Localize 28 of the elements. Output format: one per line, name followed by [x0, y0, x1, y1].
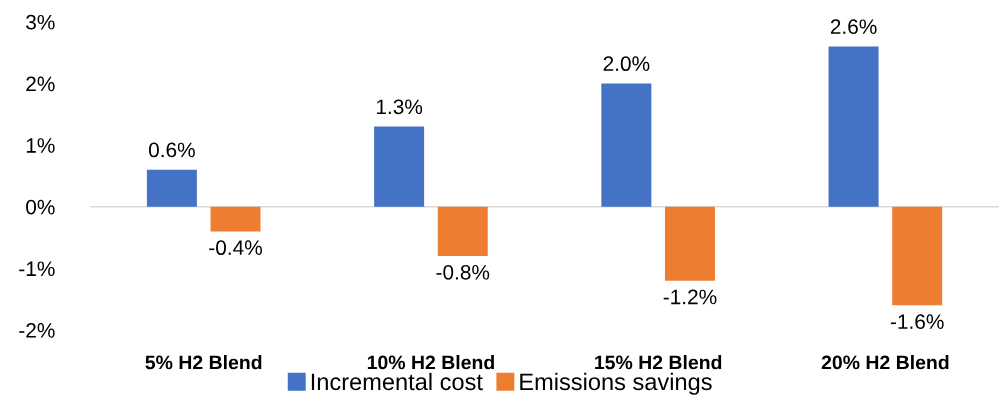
y-tick-label: 0% [26, 199, 55, 215]
x-tick-label: 10% H2 Blend [367, 355, 494, 370]
legend-label: Incremental cost [311, 372, 483, 391]
legend-label: Emissions savings [520, 372, 712, 395]
data-label: -1.6% [890, 314, 944, 329]
data-label: -1.2% [663, 289, 717, 305]
bar [374, 126, 425, 207]
bar [146, 169, 197, 207]
x-tick-label: 20% H2 Blend [821, 355, 949, 370]
y-tick-label: 2% [26, 76, 55, 92]
data-label: -0.4% [209, 240, 262, 256]
bar [892, 206, 943, 306]
bar [664, 206, 715, 281]
x-tick-label: 5% H2 Blend [145, 355, 262, 370]
y-tick-label: 3% [26, 14, 55, 30]
bar [601, 83, 652, 207]
y-tick-label: -1% [19, 261, 55, 277]
data-label: -0.8% [436, 264, 490, 280]
y-tick-label: -2% [19, 323, 55, 338]
y-tick-label: 1% [26, 138, 55, 153]
data-label: 1.3% [376, 99, 423, 115]
data-label: 2.6% [830, 19, 877, 35]
data-label: 2.0% [603, 56, 650, 72]
bar [828, 46, 879, 207]
x-tick-label: 15% H2 Blend [595, 355, 722, 370]
data-label: 0.6% [148, 142, 195, 158]
bar [437, 206, 488, 257]
bar [210, 206, 261, 232]
